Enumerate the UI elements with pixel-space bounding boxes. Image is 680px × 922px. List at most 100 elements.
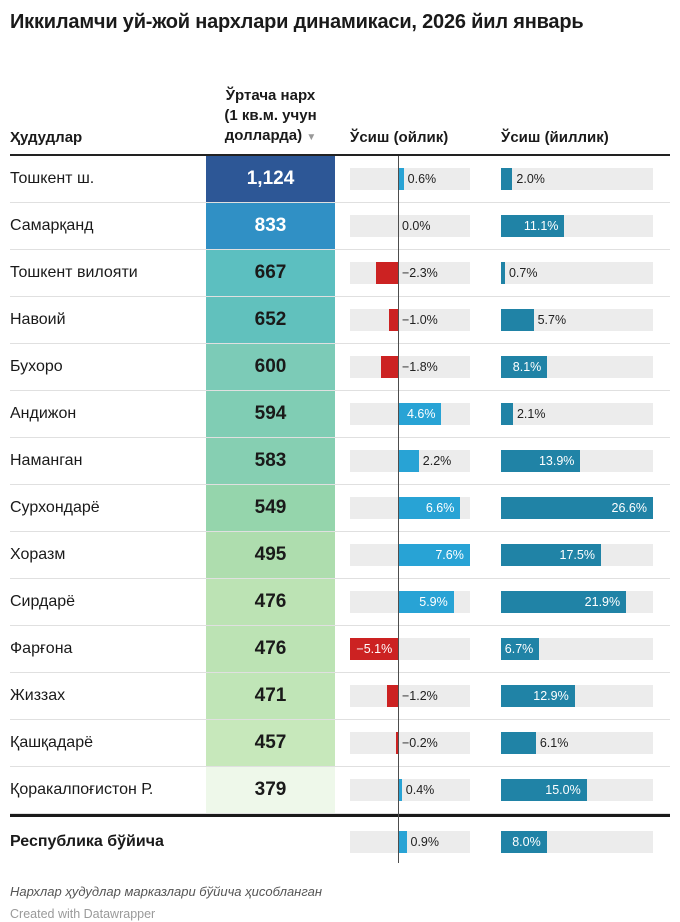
price-heatmap-cell: 457	[206, 720, 335, 766]
monthly-bar-track: −1.8%	[350, 356, 470, 378]
price-heatmap-cell: 652	[206, 297, 335, 343]
yearly-bar-label: 6.7%	[504, 642, 534, 656]
chart-title: Иккиламчи уй-жой нархлари динамикаси, 20…	[10, 11, 584, 33]
region-label: Республика бўйича	[10, 833, 164, 850]
yearly-bar-label: 5.7%	[537, 313, 567, 327]
yearly-bar-track: 8.0%	[501, 831, 653, 853]
price-heatmap-cell: 471	[206, 673, 335, 719]
table-row: Тошкент ш. 1,124 0.6% 2.0%	[10, 156, 670, 203]
monthly-bar-label: 0.6%	[407, 172, 437, 186]
monthly-bar-label: 4.6%	[406, 407, 436, 421]
monthly-bar	[376, 262, 398, 284]
monthly-bar	[398, 591, 454, 613]
yearly-bar-track: 8.1%	[501, 356, 653, 378]
sort-descending-icon[interactable]: ▼	[306, 132, 317, 143]
yearly-bar-label: 13.9%	[538, 454, 575, 468]
yearly-bar-label: 0.7%	[508, 266, 538, 280]
price-header-line2: (1 кв.м. учун	[224, 107, 317, 124]
price-heatmap-cell: 583	[206, 438, 335, 484]
column-header-monthly-growth: Ўсиш (ойлик)	[350, 129, 449, 146]
yearly-bar-label: 11.1%	[523, 219, 559, 233]
region-label: Тошкент ш.	[10, 170, 95, 187]
yearly-bar	[501, 638, 540, 660]
monthly-bar	[398, 831, 407, 853]
monthly-bar-label: −1.0%	[402, 313, 438, 327]
table-row: Қоракалпоғистон Р. 379 0.4% 15.0%	[10, 767, 670, 814]
yearly-bar	[501, 215, 565, 237]
monthly-bar	[398, 497, 461, 519]
yearly-bar-track: 5.7%	[501, 309, 653, 331]
monthly-bar	[386, 685, 398, 707]
region-label: Жиззах	[10, 687, 66, 704]
table-row: Бухоро 600 −1.8% 8.1%	[10, 344, 670, 391]
monthly-bar-track: −1.2%	[350, 685, 470, 707]
region-label: Сирдарё	[10, 593, 76, 610]
region-label: Сурхондарё	[10, 499, 100, 516]
monthly-bar	[380, 356, 398, 378]
monthly-bar	[396, 732, 399, 754]
monthly-bar	[398, 779, 402, 801]
price-heatmap-cell: 495	[206, 532, 335, 578]
yearly-bar-label: 17.5%	[559, 548, 595, 562]
monthly-bar	[398, 168, 404, 190]
datawrapper-credit-link[interactable]: Created with Datawrapper	[10, 907, 156, 921]
yearly-bar-track: 2.0%	[501, 168, 653, 190]
zero-axis-line	[398, 156, 399, 863]
yearly-bar	[501, 732, 536, 754]
yearly-bar-track: 2.1%	[501, 403, 653, 425]
footer-notes: Нархлар ҳудудлар марказлари бўйича ҳисоб…	[10, 883, 670, 922]
region-label: Самарқанд	[10, 217, 94, 234]
price-heatmap-cell: 1,124	[206, 156, 335, 202]
region-label: Навоий	[10, 311, 66, 328]
yearly-bar-label: 26.6%	[611, 501, 647, 515]
table-row: Навоий 652 −1.0% 5.7%	[10, 297, 670, 344]
price-heatmap-cell: 476	[206, 579, 335, 625]
table-header: Ҳудудлар Ўртача нарх (1 кв.м. учун долла…	[10, 60, 670, 156]
column-header-price[interactable]: Ўртача нарх (1 кв.м. учун долларда) ▼	[206, 86, 335, 148]
monthly-bar	[398, 544, 470, 566]
region-label: Наманган	[10, 452, 83, 469]
yearly-bar-label: 8.1%	[512, 360, 542, 374]
region-label: Қашқадарё	[10, 734, 93, 751]
price-header-line1: Ўртача нарх	[225, 87, 316, 104]
monthly-bar	[388, 309, 398, 331]
price-heatmap-cell: 594	[206, 391, 335, 437]
region-label: Тошкент вилояти	[10, 264, 138, 281]
monthly-bar	[350, 638, 399, 660]
monthly-bar-label: 5.9%	[419, 595, 448, 609]
monthly-bar-track: 0.0%	[350, 215, 470, 237]
monthly-bar-track: 0.4%	[350, 779, 470, 801]
table-row: Наманган 583 2.2% 13.9%	[10, 438, 670, 485]
monthly-bar-track: 7.6%	[350, 544, 470, 566]
region-label: Бухоро	[10, 358, 63, 375]
yearly-bar-label: 8.0%	[512, 835, 541, 849]
monthly-bar-label: −1.8%	[402, 360, 438, 374]
monthly-bar-track: 0.6%	[350, 168, 470, 190]
monthly-bar-label: 0.0%	[402, 219, 431, 233]
yearly-bar	[501, 544, 601, 566]
yearly-bar-label: 6.1%	[539, 736, 569, 750]
yearly-bar-label: 2.0%	[516, 172, 545, 186]
price-header-line3: долларда)	[224, 127, 303, 144]
footnote: Нархлар ҳудудлар марказлари бўйича ҳисоб…	[10, 884, 322, 899]
yearly-bar-label: 2.1%	[516, 407, 546, 421]
yearly-bar	[501, 779, 587, 801]
table-row: Сирдарё 476 5.9% 21.9%	[10, 579, 670, 626]
yearly-bar-track: 21.9%	[501, 591, 653, 613]
monthly-bar-track: 0.9%	[350, 831, 470, 853]
yearly-bar-track: 17.5%	[501, 544, 653, 566]
monthly-bar-track: 5.9%	[350, 591, 470, 613]
yearly-bar	[501, 685, 575, 707]
yearly-bar-track: 11.1%	[501, 215, 653, 237]
summary-row: Республика бўйича 0.9% 8.0%	[10, 814, 670, 867]
table-row: Андижон 594 4.6% 2.1%	[10, 391, 670, 438]
table-row: Фарғона 476 −5.1% 6.7%	[10, 626, 670, 673]
monthly-bar	[398, 403, 442, 425]
region-label: Қоракалпоғистон Р.	[10, 781, 154, 798]
table-row: Самарқанд 833 0.0% 11.1%	[10, 203, 670, 250]
monthly-bar-track: 6.6%	[350, 497, 470, 519]
monthly-bar-track: −5.1%	[350, 638, 470, 660]
column-header-yearly-growth: Ўсиш (йиллик)	[501, 129, 609, 146]
yearly-bar	[501, 356, 548, 378]
